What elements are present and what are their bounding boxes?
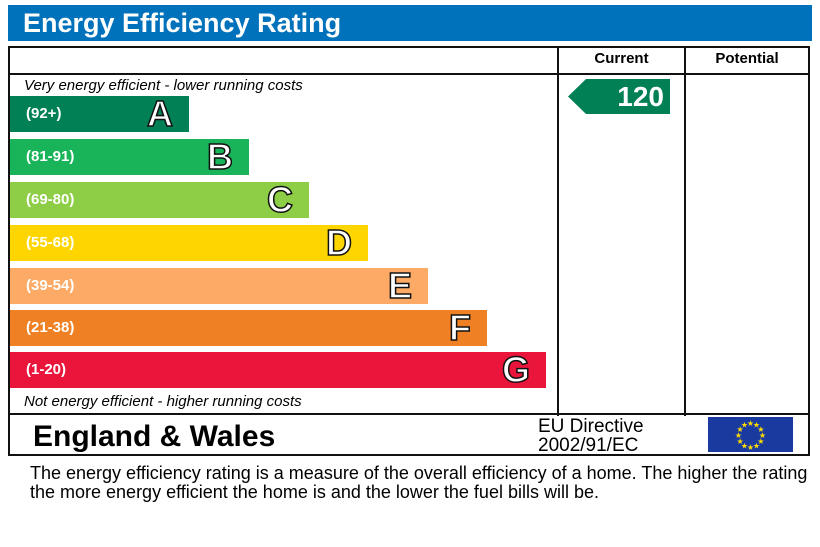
- description: The energy efficiency rating is a measur…: [30, 463, 808, 502]
- current-rating-arrow: 120: [568, 79, 670, 114]
- band-range: (1-20): [26, 361, 67, 378]
- band-range: (39-54): [26, 277, 75, 294]
- divider: [8, 73, 810, 75]
- eu-directive: EU Directive 2002/91/EC: [538, 417, 644, 455]
- star-icon: ★: [759, 431, 766, 440]
- band-range: (81-91): [26, 148, 75, 165]
- star-icon: ★: [737, 437, 744, 446]
- star-icon: ★: [757, 437, 764, 446]
- star-icon: ★: [753, 421, 760, 430]
- star-icon: ★: [735, 431, 742, 440]
- band-letter: A: [146, 92, 174, 135]
- star-icon: ★: [753, 441, 760, 450]
- band-letter: D: [325, 221, 353, 264]
- potential-header: Potential: [715, 50, 779, 67]
- divider: [8, 413, 810, 415]
- band-bar-e: (39-54) E: [10, 264, 428, 307]
- band-letter: C: [266, 178, 294, 221]
- directive-line1: EU Directive: [538, 416, 644, 437]
- star-icon: ★: [741, 421, 748, 430]
- divider: [684, 46, 686, 416]
- star-icon: ★: [747, 443, 754, 452]
- star-icon: ★: [741, 441, 748, 450]
- band-range: (55-68): [26, 234, 75, 251]
- band-range: (69-80): [26, 191, 75, 208]
- star-icon: ★: [737, 425, 744, 434]
- eu-flag-icon: ★ ★ ★ ★ ★ ★ ★ ★ ★ ★ ★ ★: [708, 417, 793, 452]
- bottom-note: Not energy efficient - higher running co…: [24, 393, 302, 410]
- band-letter: F: [448, 306, 472, 349]
- rating-table: [8, 46, 810, 456]
- divider: [557, 46, 559, 416]
- band-bar-c: (69-80) C: [10, 178, 309, 221]
- chart-title: Energy Efficiency Rating: [8, 5, 812, 41]
- band-bar-b: (81-91) B: [10, 135, 249, 178]
- band-range: (21-38): [26, 319, 75, 336]
- star-icon: ★: [747, 419, 754, 428]
- star-icon: ★: [757, 425, 764, 434]
- band-letter: E: [387, 264, 413, 307]
- current-header: Current: [594, 50, 649, 67]
- band-bar-d: (55-68) D: [10, 221, 368, 264]
- band-bar-g: (1-20) G: [10, 348, 546, 391]
- band-range: (92+): [26, 105, 62, 122]
- band-bar-a: (92+) A: [10, 92, 189, 135]
- band-letter: G: [501, 348, 531, 391]
- directive-line2: 2002/91/EC: [538, 435, 639, 456]
- band-bar-f: (21-38) F: [10, 306, 487, 349]
- region-label: England & Wales: [33, 420, 276, 453]
- top-note: Very energy efficient - lower running co…: [24, 77, 303, 94]
- band-letter: B: [206, 135, 234, 178]
- current-rating-value: 120: [617, 81, 664, 112]
